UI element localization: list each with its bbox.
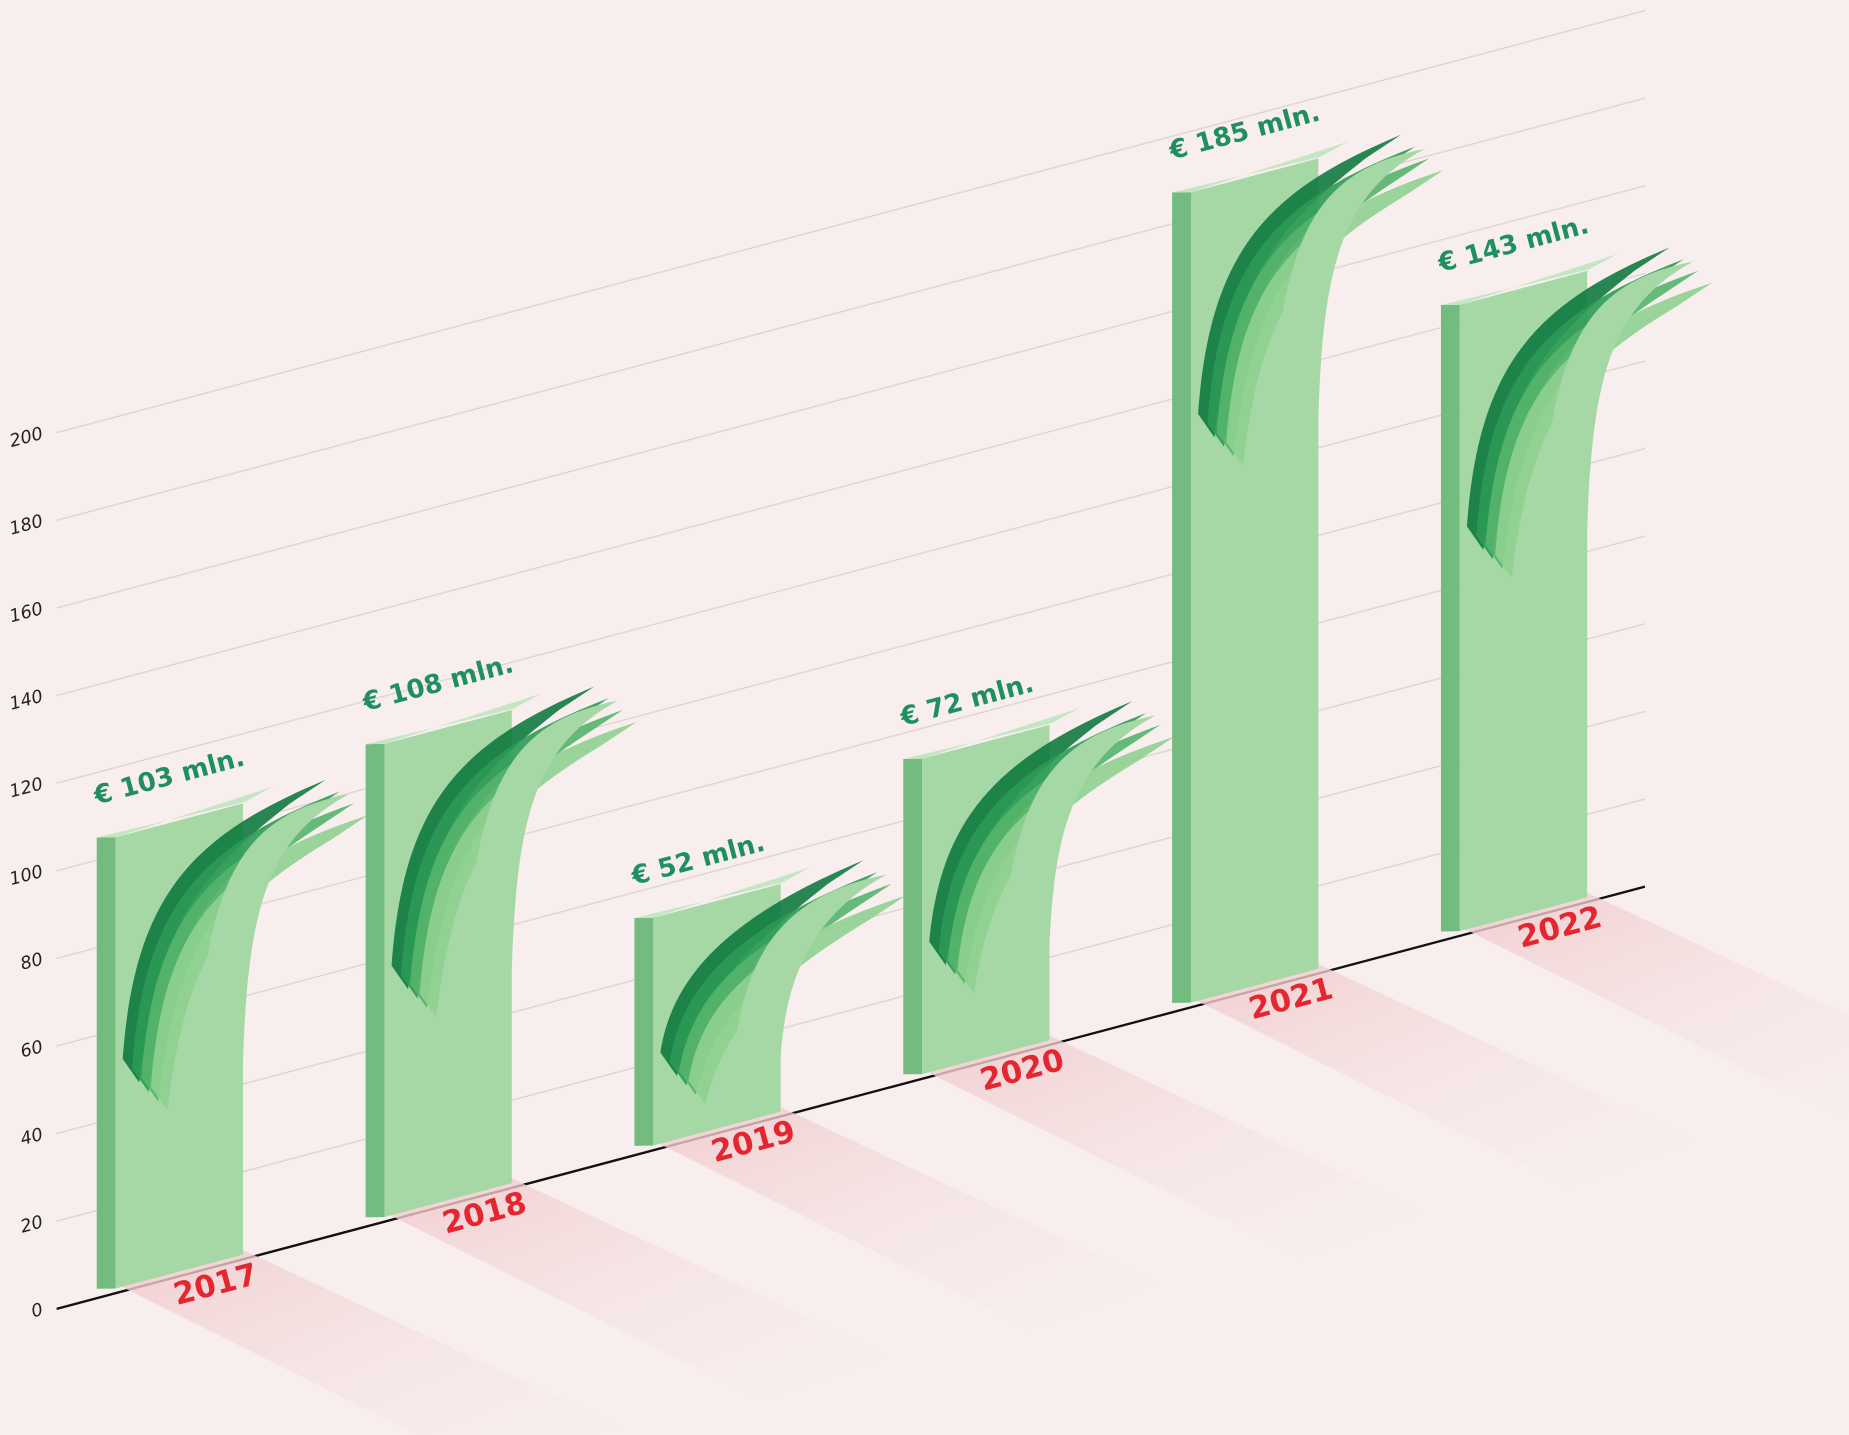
- y-tick-label: 200: [8, 424, 46, 452]
- y-tick-label: 100: [8, 862, 46, 890]
- grid-line: [56, 623, 1646, 1047]
- grid-line: [56, 9, 1646, 434]
- y-tick-label: 80: [18, 950, 45, 975]
- grid-line: [56, 185, 1646, 609]
- banknote-curl: [1271, 148, 1425, 418]
- grid-line: [56, 798, 1646, 1222]
- bar-shadow: [1459, 892, 1849, 1116]
- y-tick-label: 0: [29, 1300, 45, 1322]
- grid-line: [56, 447, 1646, 872]
- y-tick-label: 180: [8, 512, 46, 540]
- y-tick-label: 20: [18, 1212, 45, 1237]
- bar-side: [1172, 192, 1191, 1003]
- banknote-curl: [1002, 715, 1156, 946]
- y-tick-label: 40: [18, 1125, 45, 1150]
- bar-side: [903, 758, 923, 1075]
- bar-shadow: [922, 1035, 1427, 1259]
- value-label: € 108 mln.: [359, 649, 517, 718]
- bar-shadow: [384, 1178, 890, 1401]
- bar-side: [365, 743, 385, 1218]
- bar-shadow: [1190, 964, 1696, 1187]
- y-tick-label: 140: [8, 687, 46, 715]
- bar-side: [1440, 304, 1460, 932]
- grid-line: [56, 360, 1646, 784]
- bar-side: [634, 917, 654, 1146]
- bar-side: [96, 837, 116, 1289]
- banknote-curl: [195, 793, 350, 1063]
- y-tick-label: 120: [8, 774, 46, 802]
- banknote-curl: [464, 700, 618, 970]
- value-label: € 185 mln.: [1165, 98, 1323, 167]
- y-tick-label: 60: [18, 1037, 45, 1062]
- banknote-curl: [733, 874, 887, 1057]
- grid-line: [56, 272, 1646, 697]
- bar-shadow: [653, 1106, 1158, 1330]
- grid-line: [56, 535, 1646, 960]
- value-label: € 52 mln.: [628, 828, 769, 892]
- banknote: [688, 895, 906, 1105]
- value-label: € 72 mln.: [896, 669, 1037, 733]
- y-tick-label: 160: [8, 599, 46, 627]
- baseline: [56, 885, 1646, 1310]
- banknote-curl: [1540, 261, 1694, 531]
- grid-line: [56, 97, 1646, 522]
- bar-shadow: [115, 1249, 621, 1435]
